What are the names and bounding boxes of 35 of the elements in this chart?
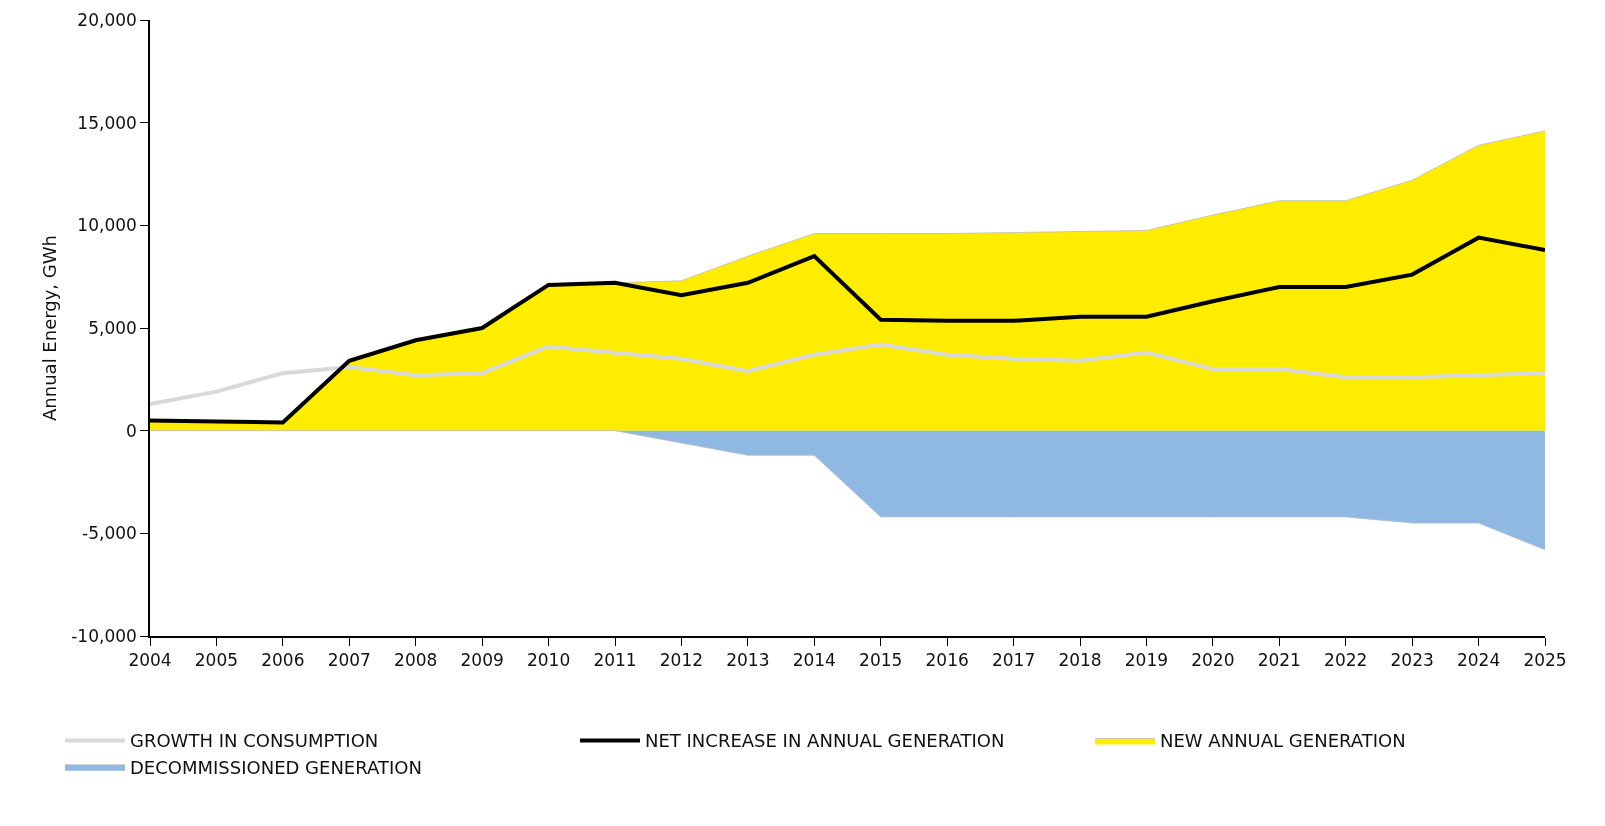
y-tick-label: 0 (126, 420, 137, 441)
x-tick-label: 2019 (1124, 650, 1169, 671)
x-tick-label: 2024 (1456, 650, 1501, 671)
x-tick-label: 2018 (1058, 650, 1102, 671)
y-tick-label: 15,000 (77, 112, 137, 133)
x-tick-label: 2022 (1324, 650, 1368, 671)
legend-label: NEW ANNUAL GENERATION (1160, 730, 1406, 752)
legend-label: GROWTH IN CONSUMPTION (130, 730, 379, 752)
x-tick-label: 2023 (1390, 650, 1434, 671)
y-tick-label: -5,000 (82, 523, 137, 544)
y-tick-label: 20,000 (77, 9, 137, 30)
y-tick-label: 5,000 (88, 317, 137, 338)
x-tick-label: 2013 (726, 650, 770, 671)
x-tick-label: 2005 (194, 650, 239, 671)
legend-label: NET INCREASE IN ANNUAL GENERATION (645, 730, 1005, 752)
x-tick-label: 2011 (593, 650, 637, 671)
x-tick-label: 2014 (792, 650, 836, 671)
line-series (150, 342, 1545, 406)
x-tick-label: 2007 (327, 650, 371, 671)
x-tick-label: 2006 (261, 650, 305, 671)
x-tick-label: 2025 (1523, 650, 1567, 671)
legend-label: DECOMMISSIONED GENERATION (130, 756, 422, 778)
y-tick-label: -10,000 (71, 625, 137, 646)
x-tick-label: 2016 (925, 650, 969, 671)
x-tick-label: 2012 (659, 650, 704, 671)
x-tick-label: 2020 (1191, 650, 1235, 671)
x-tick-label: 2017 (991, 650, 1036, 671)
x-tick-label: 2010 (526, 650, 571, 671)
y-tick-label: 10,000 (77, 215, 137, 236)
x-tick-label: 2009 (460, 650, 504, 671)
y-axis-title: Annual Energy, GWh (38, 235, 60, 421)
x-tick-label: 2008 (394, 650, 438, 671)
x-tick-label: 2021 (1257, 650, 1301, 671)
x-tick-label: 2015 (859, 650, 903, 671)
x-tick-label: 2004 (128, 650, 172, 671)
